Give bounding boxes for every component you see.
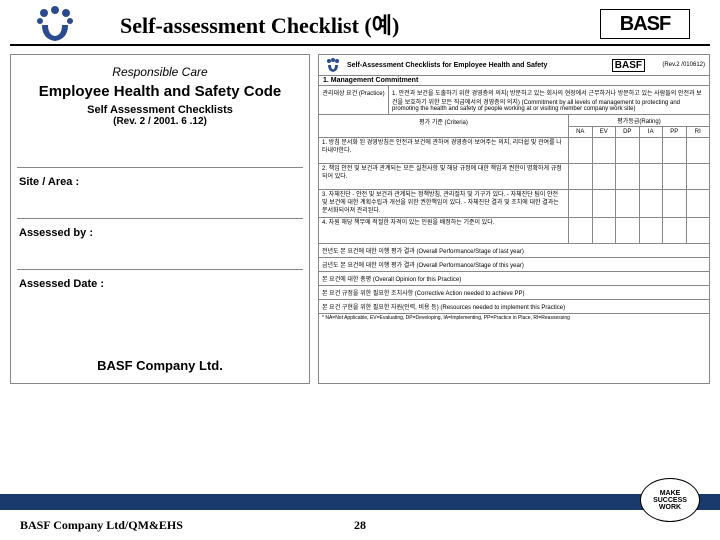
criteria-label: 평가 기준 (Criteria) bbox=[319, 115, 569, 138]
badge-line: SUCCESS bbox=[653, 497, 687, 504]
page-title: Self-assessment Checklist (예) bbox=[80, 8, 600, 40]
rating-cell bbox=[593, 190, 617, 217]
page-header: Self-assessment Checklist (예) BASF bbox=[10, 0, 710, 46]
perf-row: 본 요건에 대한 총평 (Overall Opinion for this Pr… bbox=[319, 272, 709, 286]
content-area: Responsible Care Employee Health and Saf… bbox=[0, 46, 720, 384]
performance-rows: 전년도 본 요건에 대한 이행 평가 결과 (Overall Performan… bbox=[319, 244, 709, 314]
perf-row: 전년도 본 요건에 대한 이행 평가 결과 (Overall Performan… bbox=[319, 244, 709, 258]
rating-cell bbox=[663, 138, 687, 163]
doc-rev: (Rev.2 /010612) bbox=[645, 62, 705, 68]
rating-cell bbox=[640, 218, 664, 243]
cover-panel: Responsible Care Employee Health and Saf… bbox=[10, 54, 310, 384]
rating-cell bbox=[593, 138, 617, 163]
company-label: BASF Company Ltd. bbox=[17, 350, 303, 373]
rating-cell bbox=[663, 218, 687, 243]
mini-rc-icon bbox=[323, 57, 343, 73]
rating-col: DP bbox=[616, 127, 640, 137]
rating-cell bbox=[687, 190, 710, 217]
rating-cell bbox=[616, 138, 640, 163]
rating-cell bbox=[640, 190, 664, 217]
practice-label: 관리대상 요건 (Practice) bbox=[319, 86, 389, 114]
rating-cell bbox=[569, 190, 593, 217]
criteria-cells bbox=[569, 138, 709, 163]
footer-left: BASF Company Ltd/QM&EHS bbox=[20, 518, 330, 533]
doc-header: Self-Assessment Checklists for Employee … bbox=[319, 55, 709, 76]
criteria-text: 1. 방침 문서화 된 경영방침은 안전과 보건에 관하여 경영층이 보여주는 … bbox=[319, 138, 569, 163]
rating-cell bbox=[640, 164, 664, 189]
criteria-row: 4. 자원 해당 책무에 적절한 자격이 있는 인원을 배정하는 기준이 있다. bbox=[319, 218, 709, 244]
doc-title: Self-Assessment Checklists for Employee … bbox=[343, 62, 612, 69]
rating-cell bbox=[640, 138, 664, 163]
rc-logo-icon bbox=[30, 4, 80, 44]
field-site: Site / Area : bbox=[17, 167, 303, 218]
criteria-cells bbox=[569, 164, 709, 189]
criteria-cells bbox=[569, 190, 709, 217]
badge-line: MAKE bbox=[660, 490, 681, 497]
rc-label: Responsible Care bbox=[17, 65, 303, 79]
bottom-bar bbox=[0, 494, 720, 510]
perf-row: 본 요건 규정을 위한 필요한 조치사항 (Corrective Action … bbox=[319, 286, 709, 300]
field-assessed-by: Assessed by : bbox=[17, 218, 303, 269]
basf-logo: BASF bbox=[600, 9, 690, 39]
rating-cell bbox=[663, 190, 687, 217]
sac-label: Self Assessment Checklists bbox=[17, 104, 303, 116]
field-assessed-date: Assessed Date : bbox=[17, 269, 303, 320]
rating-cell bbox=[663, 164, 687, 189]
rating-cell bbox=[569, 218, 593, 243]
page-footer: BASF Company Ltd/QM&EHS 28 bbox=[0, 510, 720, 540]
perf-row: 본 요건 구현을 위한 필요한 자원(인력, 비용 등) (Resources … bbox=[319, 300, 709, 314]
rating-cell bbox=[687, 138, 710, 163]
criteria-text: 3. 자체진단 - 안전 및 보건과 관계되는 정책방침, 관리절차 및 기구가… bbox=[319, 190, 569, 217]
rating-label: 평가등급(Rating) bbox=[569, 115, 709, 127]
rating-col: RI bbox=[687, 127, 710, 137]
rating-cell bbox=[616, 190, 640, 217]
rating-cell bbox=[616, 218, 640, 243]
practice-row: 관리대상 요건 (Practice) 1. 안전과 보건을 도출하기 위한 경영… bbox=[319, 86, 709, 115]
code-title: Employee Health and Safety Code bbox=[17, 83, 303, 100]
rating-cell bbox=[593, 218, 617, 243]
criteria-cells bbox=[569, 218, 709, 243]
criteria-header: 평가 기준 (Criteria) 평가등급(Rating) NA EV DP I… bbox=[319, 115, 709, 138]
rating-col: NA bbox=[569, 127, 593, 137]
criteria-text: 4. 자원 해당 책무에 적절한 자격이 있는 인원을 배정하는 기준이 있다. bbox=[319, 218, 569, 243]
criteria-row: 2. 책임 안전 및 보건과 관계되는 모든 실천사항 및 해당 규정에 대한 … bbox=[319, 164, 709, 190]
section-head: 1. Management Commitment bbox=[319, 76, 709, 86]
rating-col: IA bbox=[640, 127, 664, 137]
rating-cell bbox=[687, 218, 710, 243]
rating-col: EV bbox=[593, 127, 617, 137]
rating-cell bbox=[687, 164, 710, 189]
rating-cell bbox=[569, 138, 593, 163]
rating-cell bbox=[593, 164, 617, 189]
rev-label: (Rev. 2 / 2001. 6 .12) bbox=[17, 116, 303, 127]
criteria-rows: 1. 방침 문서화 된 경영방침은 안전과 보건에 관하여 경영층이 보여주는 … bbox=[319, 138, 709, 244]
rating-cell bbox=[569, 164, 593, 189]
rating-col: PP bbox=[663, 127, 687, 137]
rating-cell bbox=[616, 164, 640, 189]
practice-text: 1. 안전과 보건을 도출하기 위한 경영층의 의지( 방문하고 있는 회사의 … bbox=[389, 86, 709, 114]
doc-brand: BASF bbox=[612, 59, 645, 72]
footer-page: 28 bbox=[330, 518, 390, 533]
criteria-text: 2. 책임 안전 및 보건과 관계되는 모든 실천사항 및 해당 규정에 대한 … bbox=[319, 164, 569, 189]
perf-row: 금년도 본 요건에 대한 이행 평가 결과 (Overall Performan… bbox=[319, 258, 709, 272]
criteria-row: 3. 자체진단 - 안전 및 보건과 관계되는 정책방침, 관리절차 및 기구가… bbox=[319, 190, 709, 218]
checklist-panel: Self-Assessment Checklists for Employee … bbox=[318, 54, 710, 384]
criteria-row: 1. 방침 문서화 된 경영방침은 안전과 보건에 관하여 경영층이 보여주는 … bbox=[319, 138, 709, 164]
rating-legend: * NA=Not Applicable, EV=Evaluating, DP=D… bbox=[319, 314, 709, 322]
